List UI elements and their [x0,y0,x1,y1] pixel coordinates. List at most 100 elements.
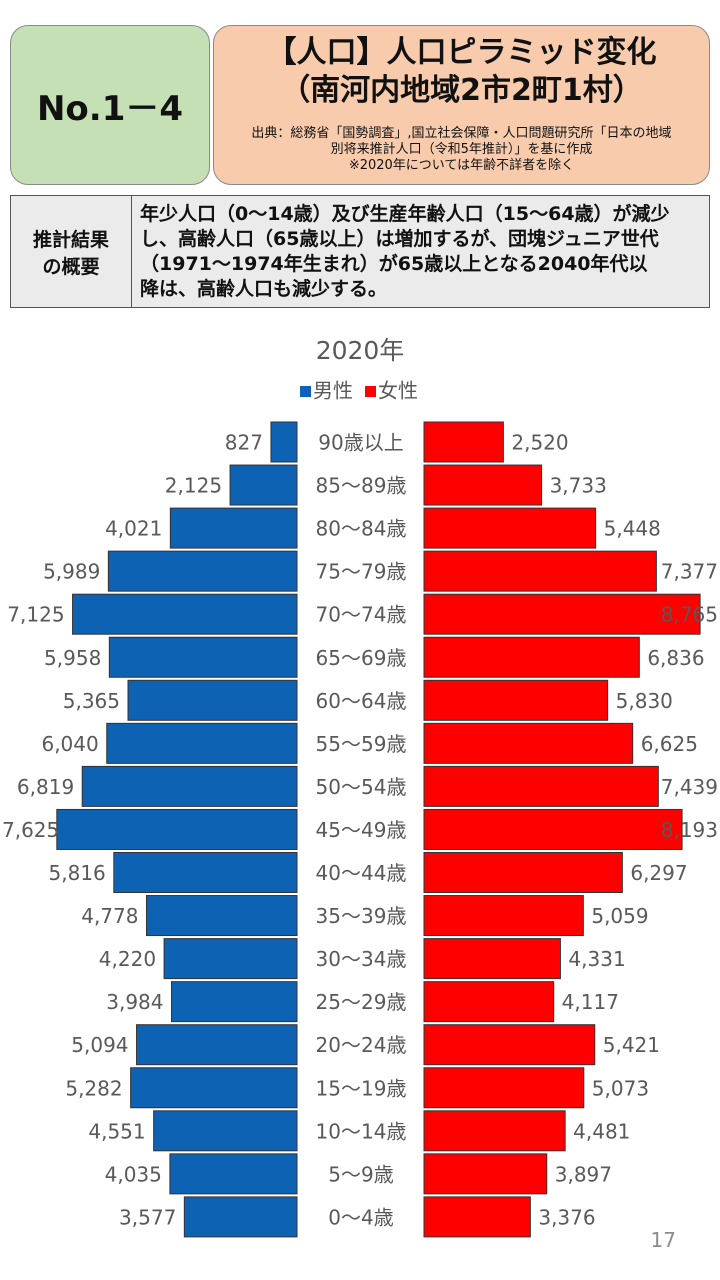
category-label: 85～89歳 [316,474,407,498]
value-label: 5,830 [616,689,673,713]
legend-swatch [365,386,376,397]
bar [423,981,555,1023]
bar [423,1196,531,1238]
text-line: 降は、高齢人口も減少する。 [140,278,388,300]
bar [423,808,683,850]
bar [423,895,584,937]
bar [423,765,659,807]
bar [169,507,298,549]
value-label: 4,481 [573,1119,630,1143]
category-label: 75～79歳 [316,560,407,584]
text-line: 年少人口（0～14歳）及び生産年齢人口（15～64歳）が減少 [140,203,670,225]
bar [423,636,640,678]
category-label: 80～84歳 [316,517,407,541]
bar [423,593,701,635]
value-label: 4,220 [99,947,156,971]
category-label: 35～39歳 [316,904,407,928]
value-label: 4,778 [81,904,138,928]
chart: 2020年 男性 女性 90歳以上 827 2,520 85～89歳 2,125 3,733 8… [2,336,718,1238]
value-label: 6,040 [41,732,98,756]
value-label: 5,365 [63,689,120,713]
value-label: 5,989 [43,560,100,584]
value-label: 5,816 [49,861,106,885]
category-label: 40～44歳 [316,861,407,885]
text-line: し、高齢人口（65歳以上）は増加するが、団塊ジュニア世代 [140,228,659,250]
value-label: 4,117 [562,990,619,1014]
value-label: 7,125 [7,603,64,627]
bar [270,421,298,463]
slide-number-box: No.1－4 [10,25,210,185]
bar [130,1067,298,1109]
category-label: 0～4歳 [328,1205,393,1229]
bar [106,722,298,764]
chart-title: 2020年 [316,336,405,365]
slide-number: No.1－4 [36,88,184,129]
source-line: ※2020年については年齢不詳者を除く [348,158,575,173]
value-label: 5,059 [591,904,648,928]
value-label: 6,819 [17,775,74,799]
summary-table: 推計結果 の概要 年少人口（0～14歳）及び生産年齢人口（15～64歳）が減少 … [10,195,710,308]
bar [423,722,634,764]
bar [423,421,504,463]
title-line: 【人口】人口ピラミッド変化 [266,35,657,70]
value-label: 3,577 [119,1205,176,1229]
value-label: 8,193 [661,818,718,842]
page-number: 17 [650,1228,676,1252]
source-line: 別将来推計人口（令和5年推計）」を基に作成 [330,142,593,157]
legend-swatch [300,386,311,397]
bar [423,1067,585,1109]
bar [56,808,298,850]
value-label: 5,094 [71,1033,128,1057]
value-label: 8,765 [661,603,718,627]
category-label: 15～19歳 [316,1076,407,1100]
bar [127,679,298,721]
bar [81,765,298,807]
category-label: 10～14歳 [316,1119,407,1143]
bar [113,852,298,893]
source-line: 出典：総務省「国勢調査」,国立社会保障・人口問題研究所「日本の地域 [251,126,672,141]
category-label: 5～9歳 [328,1162,393,1186]
bar [145,895,298,937]
legend-label: 女性 [378,379,418,403]
category-label: 65～69歳 [316,646,407,670]
value-label: 7,625 [2,818,59,842]
value-label: 4,551 [88,1119,145,1143]
bar [169,1153,298,1195]
bar [423,938,561,980]
legend-label: 男性 [313,379,353,403]
value-label: 7,377 [661,560,718,584]
bar [423,1024,596,1066]
bar [136,1024,298,1066]
value-label: 5,448 [604,517,661,541]
value-label: 6,836 [647,646,704,670]
value-label: 5,958 [44,646,101,670]
text-line: （1971～1974年生まれ）が65歳以上となる2040年代以 [140,253,648,275]
category-label: 20～24歳 [316,1033,407,1057]
category-label: 55～59歳 [316,732,407,756]
category-label: 50～54歳 [316,775,407,799]
value-label: 6,625 [641,732,698,756]
category-label: 45～49歳 [316,818,407,842]
label-line: 推計結果 [32,228,109,251]
bar [423,550,657,592]
value-label: 827 [225,431,263,455]
bar [423,507,597,549]
bar [183,1196,298,1238]
value-label: 5,421 [603,1033,660,1057]
value-label: 5,073 [592,1076,649,1100]
value-label: 5,282 [65,1076,122,1100]
category-label: 30～34歳 [316,947,407,971]
bar [229,464,298,506]
value-label: 4,021 [105,517,162,541]
value-label: 3,376 [538,1205,595,1229]
title-box: 【人口】人口ピラミッド変化 （南河内地域2市2町1村） 出典：総務省「国勢調査」… [213,25,710,185]
category-label: 70～74歳 [316,603,407,627]
value-label: 4,035 [105,1162,162,1186]
summary-label: 推計結果 の概要 [11,196,132,307]
bar [108,636,298,678]
category-label: 60～64歳 [316,689,407,713]
bar [171,981,298,1023]
summary-text: 年少人口（0～14歳）及び生産年齢人口（15～64歳）が減少 し、高齢人口（65… [132,196,709,307]
bar [107,550,298,592]
